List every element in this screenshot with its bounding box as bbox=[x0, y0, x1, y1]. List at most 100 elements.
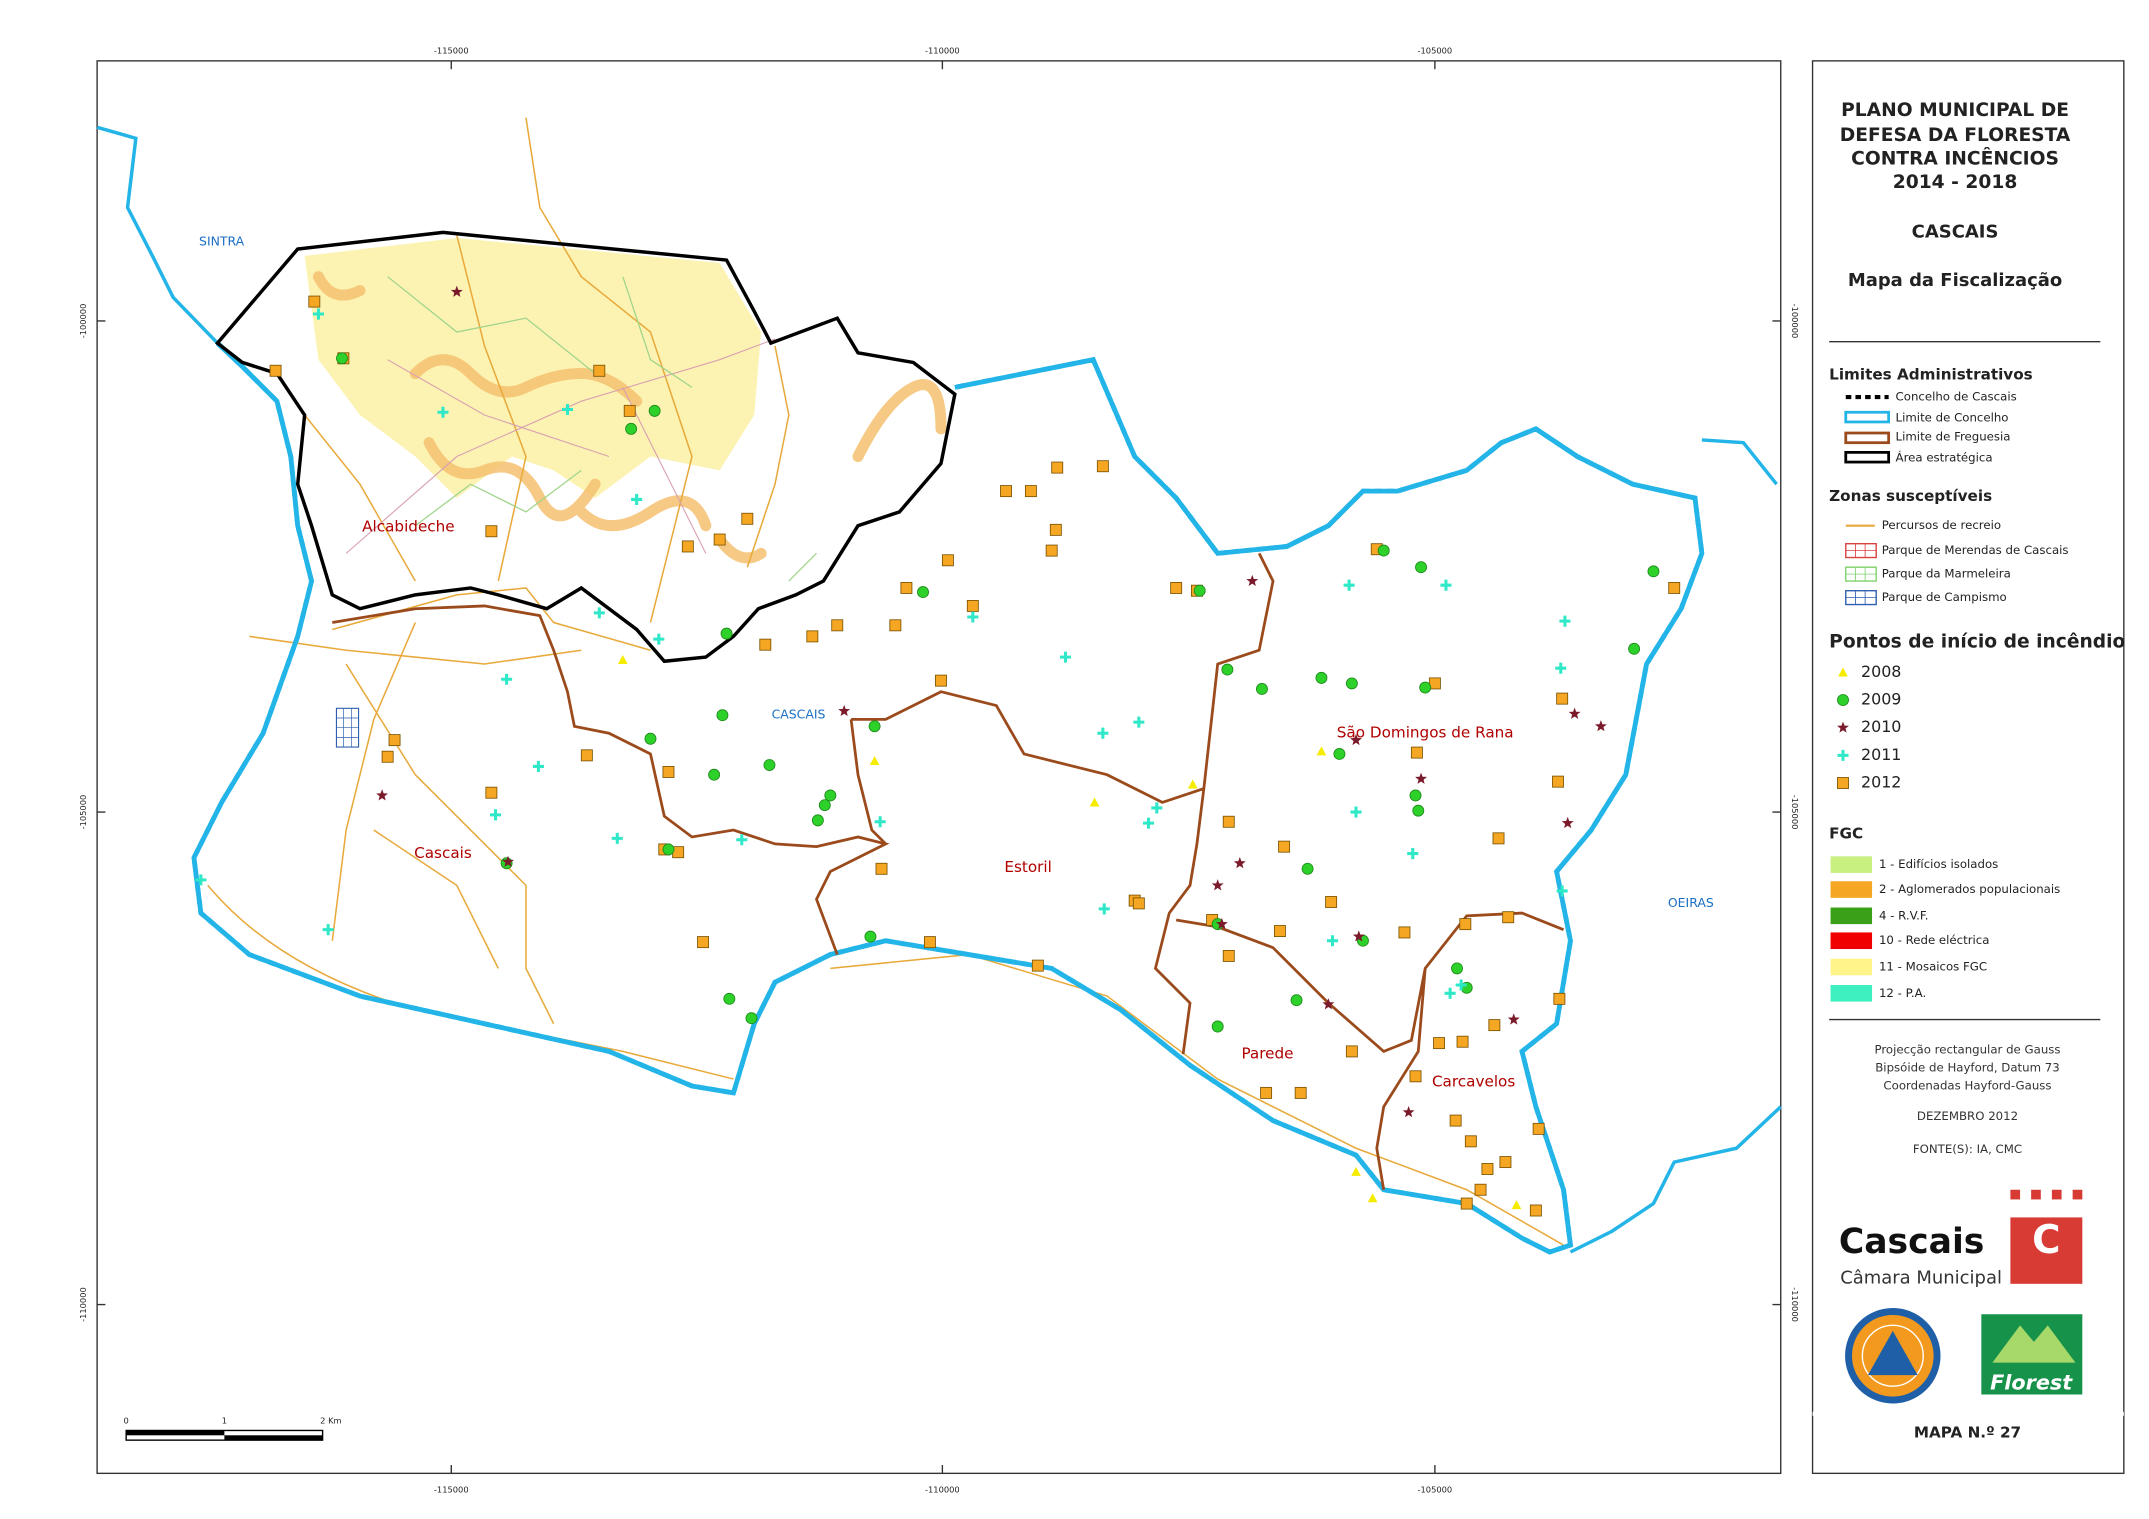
oeiras-boundary bbox=[1569, 1105, 1782, 1254]
legend-item: Parque de Campismo bbox=[1882, 590, 2007, 604]
strategic-area bbox=[214, 230, 957, 664]
marker-2012 bbox=[741, 512, 754, 525]
marker-2008 bbox=[617, 655, 628, 665]
marker-2012 bbox=[485, 525, 498, 538]
grid-label: -115000 bbox=[434, 46, 469, 56]
marker-2011 bbox=[653, 633, 665, 645]
legend-swatch bbox=[1830, 984, 1873, 1002]
marker-2008 bbox=[1089, 797, 1100, 807]
legend-item: 11 - Mosaicos FGC bbox=[1879, 960, 1987, 974]
marker-2012 bbox=[662, 766, 675, 778]
florest-logo bbox=[1992, 1325, 2076, 1363]
marker-2009 bbox=[1412, 804, 1425, 817]
marker-2009 bbox=[662, 843, 675, 856]
marker-2012 bbox=[1456, 1035, 1469, 1048]
marker-2012 bbox=[1553, 992, 1566, 1005]
marker-2012 bbox=[1409, 1070, 1422, 1083]
marker-2009 bbox=[1837, 694, 1849, 706]
legend-symbol bbox=[1844, 431, 1891, 445]
marker-2012 bbox=[1398, 926, 1411, 939]
panel-subtitle: Mapa da Fiscalização bbox=[1848, 270, 2062, 291]
power-lines bbox=[345, 338, 776, 554]
marker-2012 bbox=[623, 404, 636, 417]
legend-item: 2012 bbox=[1861, 773, 1901, 792]
marker-2009 bbox=[1409, 789, 1422, 802]
scale-bar-segment bbox=[126, 1430, 225, 1436]
marker-2009 bbox=[763, 759, 776, 771]
legend-swatch bbox=[1830, 881, 1873, 898]
place-label: São Domingos de Rana bbox=[1337, 724, 1514, 742]
marker-2011 bbox=[967, 611, 979, 623]
marker-2009 bbox=[1256, 682, 1268, 695]
marker-2012 bbox=[713, 533, 726, 546]
marker-2011 bbox=[1440, 579, 1452, 591]
marker-2012 bbox=[1278, 840, 1291, 853]
marker-2009 bbox=[824, 789, 837, 802]
marker-2010 bbox=[450, 285, 463, 297]
legend-item: Concelho de Cascais bbox=[1896, 390, 2017, 404]
grid-label: -110000 bbox=[925, 46, 960, 56]
legend-heading: Limites Administrativos bbox=[1829, 365, 2033, 383]
marker-2010 bbox=[1837, 721, 1849, 733]
marker-2009 bbox=[1211, 1020, 1224, 1033]
marker-2012 bbox=[831, 619, 844, 632]
marker-2008 bbox=[1187, 779, 1198, 789]
marker-2012 bbox=[1045, 544, 1058, 557]
marker-2012 bbox=[1459, 918, 1472, 931]
marker-2012 bbox=[1049, 523, 1062, 536]
grid-label: -105000 bbox=[1790, 795, 1800, 830]
marker-2011 bbox=[1555, 662, 1567, 674]
marker-2012 bbox=[1552, 775, 1564, 788]
marker-2012 bbox=[1325, 896, 1338, 908]
concelho-outline bbox=[191, 341, 1705, 1255]
grid-label: -105000 bbox=[1418, 46, 1453, 56]
legend-heading: FGC bbox=[1829, 825, 1863, 843]
grid-label: -110000 bbox=[1790, 1287, 1800, 1322]
marker-2012 bbox=[697, 936, 709, 949]
marker-2009 bbox=[1345, 677, 1358, 690]
marker-2011 bbox=[561, 403, 574, 416]
marker-2011 bbox=[501, 673, 513, 685]
marker-2009 bbox=[648, 404, 661, 417]
marker-2010 bbox=[1322, 998, 1335, 1010]
marker-2012 bbox=[1460, 1197, 1473, 1210]
marker-2010 bbox=[1568, 707, 1581, 719]
place-label: OEIRAS bbox=[1668, 895, 1714, 910]
legend-symbol bbox=[1845, 543, 1877, 558]
panel-title: 2014 - 2018 bbox=[1893, 172, 2018, 193]
marker-2012 bbox=[1499, 1156, 1512, 1169]
marker-2011 bbox=[1444, 987, 1456, 999]
marker-2012 bbox=[1532, 1122, 1545, 1135]
grid-label: -115000 bbox=[434, 1484, 469, 1494]
logo-text: C bbox=[2032, 1218, 2060, 1263]
fgc-buffer bbox=[312, 271, 947, 564]
marker-2012 bbox=[1222, 815, 1235, 828]
marker-2012 bbox=[1492, 832, 1505, 845]
marker-2011 bbox=[490, 809, 502, 821]
legend-symbol bbox=[1845, 590, 1877, 605]
marker-2008 bbox=[1351, 1166, 1361, 1176]
marker-2011 bbox=[322, 924, 334, 936]
marker-2009 bbox=[1221, 663, 1234, 676]
place-label: Estoril bbox=[1004, 858, 1052, 876]
map-body bbox=[96, 117, 1782, 1441]
marker-2011 bbox=[1098, 903, 1110, 915]
legend-item: 2010 bbox=[1861, 717, 1901, 736]
marker-2011 bbox=[1350, 806, 1362, 818]
legend bbox=[1830, 394, 1891, 1002]
panel-title: PLANO MUNICIPAL DE bbox=[1841, 100, 2069, 121]
marker-2012 bbox=[1132, 897, 1145, 910]
grid-label: -105000 bbox=[78, 795, 88, 830]
marker-2011 bbox=[1133, 716, 1145, 728]
marker-2012 bbox=[1260, 1086, 1273, 1099]
marker-2010 bbox=[502, 855, 514, 867]
place-label: SINTRA bbox=[199, 234, 245, 249]
marker-2012 bbox=[1051, 461, 1064, 474]
marker-2009 bbox=[1301, 862, 1314, 875]
logos bbox=[1845, 1189, 2083, 1404]
marker-2010 bbox=[1215, 917, 1228, 930]
logo-text: Cascais bbox=[1839, 1222, 1985, 1262]
marker-2012 bbox=[308, 295, 321, 308]
